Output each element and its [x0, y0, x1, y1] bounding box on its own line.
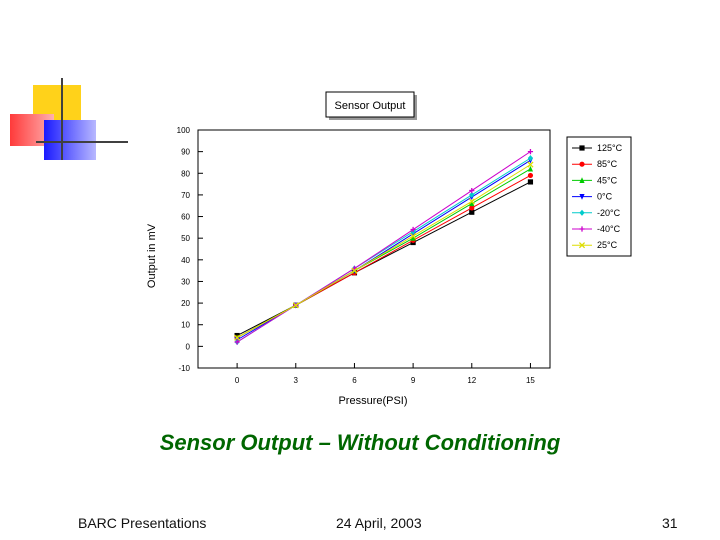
data-point	[527, 179, 534, 185]
x-tick-label: 6	[352, 376, 357, 385]
slide-title: Sensor Output – Without Conditioning	[159, 430, 561, 455]
legend-marker	[579, 177, 585, 183]
x-tick-label: 12	[467, 376, 476, 385]
x-tick-label: 0	[235, 376, 240, 385]
x-tick-label: 15	[526, 376, 535, 385]
data-point	[527, 172, 534, 179]
series-line	[236, 164, 531, 339]
y-tick-label: 90	[181, 148, 190, 157]
legend-marker	[579, 161, 585, 167]
y-tick-label: 80	[181, 169, 190, 178]
data-point	[469, 191, 475, 199]
data-point	[410, 226, 416, 233]
y-tick-label: -10	[178, 364, 190, 373]
x-tick-label: 3	[294, 376, 299, 385]
legend-marker	[579, 226, 585, 232]
data-point	[469, 200, 475, 207]
data-point	[234, 334, 241, 341]
x-tick-label: 9	[411, 376, 416, 385]
legend-marker	[579, 209, 585, 216]
data-point	[527, 149, 534, 155]
chart-title-box	[325, 91, 415, 118]
y-tick-label: 20	[181, 299, 190, 308]
y-tick-label: 70	[181, 191, 190, 200]
legend-label: -20°C	[597, 208, 621, 218]
decor-blue-square	[44, 120, 96, 160]
footer-date: 24 April, 2003	[336, 515, 422, 531]
chart-title: Sensor Output	[335, 100, 406, 112]
series-line	[236, 181, 531, 336]
y-tick-label: 60	[181, 213, 190, 222]
y-tick-label: 30	[181, 277, 190, 286]
data-point	[468, 198, 475, 205]
y-axis-label: Output in mV	[146, 223, 158, 288]
series-line	[236, 151, 531, 343]
legend-label: 125°C	[597, 143, 623, 153]
legend-label: 85°C	[597, 159, 618, 169]
data-point	[527, 155, 534, 162]
data-point	[527, 161, 534, 168]
decor-horizontal-line	[36, 141, 128, 143]
y-tick-label: 0	[186, 342, 191, 351]
y-tick-label: 50	[181, 234, 190, 243]
x-axis-label: Pressure(PSI)	[338, 395, 407, 407]
data-point	[234, 339, 240, 345]
legend-marker	[579, 145, 585, 151]
data-point	[410, 235, 416, 241]
data-point	[469, 187, 475, 194]
data-point	[292, 302, 299, 309]
y-tick-label: 10	[181, 321, 190, 330]
data-point	[351, 267, 358, 274]
legend-label: 0°C	[597, 192, 613, 202]
data-point	[469, 205, 475, 211]
legend-label: 25°C	[597, 240, 618, 250]
footer-presenter: BARC Presentations	[78, 515, 207, 531]
decor-vertical-line	[61, 78, 63, 160]
legend-marker	[578, 242, 586, 249]
y-tick-label: 100	[177, 126, 191, 135]
page-number: 31	[662, 515, 678, 531]
data-point	[527, 165, 534, 172]
y-tick-label: 40	[181, 256, 190, 265]
data-point	[410, 232, 417, 240]
legend-label: 45°C	[597, 175, 618, 185]
plot-area	[197, 129, 551, 369]
legend-label: -40°C	[597, 224, 621, 234]
data-point	[469, 209, 475, 215]
legend-marker	[579, 194, 585, 200]
